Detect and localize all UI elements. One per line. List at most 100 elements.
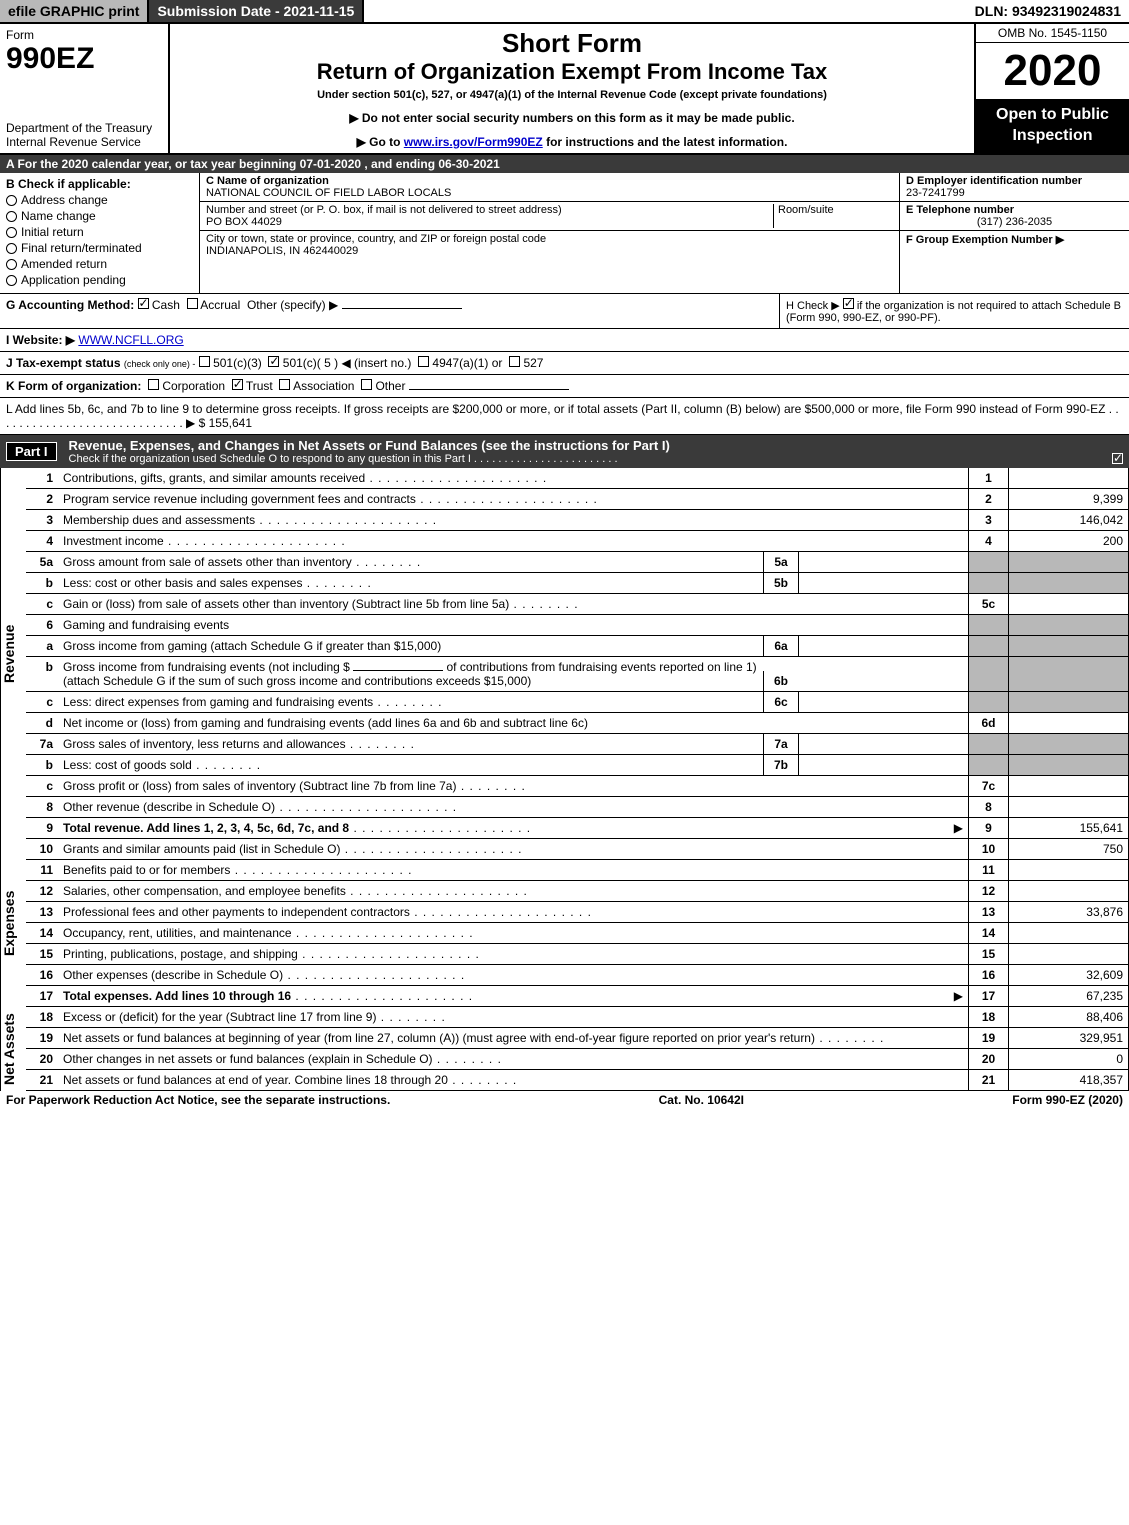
checkbox-address-change[interactable]: Address change — [6, 193, 193, 207]
irs-link[interactable]: www.irs.gov/Form990EZ — [404, 135, 543, 149]
title-main: Return of Organization Exempt From Incom… — [178, 59, 966, 85]
checkbox-final-return[interactable]: Final return/terminated — [6, 241, 193, 255]
phone-value: (317) 236-2035 — [906, 216, 1123, 228]
submission-date: Submission Date - 2021-11-15 — [147, 0, 364, 22]
website-link[interactable]: WWW.NCFLL.ORG — [78, 333, 183, 347]
expenses-table: 10Grants and similar amounts paid (list … — [26, 839, 1129, 1007]
part-i-check-text: Check if the organization used Schedule … — [69, 453, 618, 465]
website-label: I Website: ▶ — [6, 333, 75, 347]
ssn-warning: ▶ Do not enter social security numbers o… — [178, 111, 966, 125]
tax-year: 2020 — [976, 43, 1129, 99]
checkbox-corporation[interactable] — [148, 379, 159, 390]
instr-pre: ▶ Go to — [357, 135, 404, 149]
title-short-form: Short Form — [178, 28, 966, 59]
form-number: 990EZ — [6, 42, 162, 76]
line-5b: bLess: cost or other basis and sales exp… — [26, 573, 1129, 594]
city-label: City or town, state or province, country… — [206, 233, 893, 245]
line-6b: bGross income from fundraising events (n… — [26, 657, 1129, 692]
box-b-title: B Check if applicable: — [6, 177, 193, 191]
line-6a: aGross income from gaming (attach Schedu… — [26, 636, 1129, 657]
line-16: 16Other expenses (describe in Schedule O… — [26, 965, 1129, 986]
line-5c: cGain or (loss) from sale of assets othe… — [26, 594, 1129, 615]
box-c: C Name of organization NATIONAL COUNCIL … — [200, 173, 899, 293]
checkbox-cash[interactable] — [138, 298, 149, 309]
part-i-label: Part I — [6, 442, 57, 461]
box-e: E Telephone number (317) 236-2035 — [900, 202, 1129, 231]
subtitle: Under section 501(c), 527, or 4947(a)(1)… — [178, 89, 966, 101]
city-value: INDIANAPOLIS, IN 462440029 — [206, 245, 893, 257]
net-assets-table: 18Excess or (deficit) for the year (Subt… — [26, 1007, 1129, 1091]
checkbox-accrual[interactable] — [187, 298, 198, 309]
checkbox-name-change[interactable]: Name change — [6, 209, 193, 223]
line-1: 1Contributions, gifts, grants, and simil… — [26, 468, 1129, 489]
ein-value: 23-7241799 — [906, 187, 1123, 199]
box-d: D Employer identification number 23-7241… — [900, 173, 1129, 202]
phone-label: E Telephone number — [906, 204, 1123, 216]
open-public-inspection: Open to Public Inspection — [976, 99, 1129, 153]
revenue-label: Revenue — [0, 468, 26, 839]
checkbox-application-pending[interactable]: Application pending — [6, 273, 193, 287]
catalog-number: Cat. No. 10642I — [659, 1093, 744, 1107]
gross-receipts-value: 155,641 — [209, 416, 252, 430]
part-i-header: Part I Revenue, Expenses, and Changes in… — [0, 435, 1129, 468]
checkbox-501c[interactable] — [268, 356, 279, 367]
line-15: 15Printing, publications, postage, and s… — [26, 944, 1129, 965]
revenue-section: Revenue 1Contributions, gifts, grants, a… — [0, 468, 1129, 839]
addr-value: PO BOX 44029 — [206, 216, 773, 228]
checkbox-initial-return[interactable]: Initial return — [6, 225, 193, 239]
row-i: I Website: ▶ WWW.NCFLL.ORG — [0, 329, 1129, 352]
omb-number: OMB No. 1545-1150 — [976, 24, 1129, 43]
top-bar: efile GRAPHIC print Submission Date - 20… — [0, 0, 1129, 24]
line-4: 4Investment income4200 — [26, 531, 1129, 552]
room-suite-label: Room/suite — [773, 204, 893, 228]
net-assets-label: Net Assets — [0, 1007, 26, 1091]
form-header: Form 990EZ Department of the Treasury In… — [0, 24, 1129, 155]
org-name: NATIONAL COUNCIL OF FIELD LABOR LOCALS — [206, 187, 893, 199]
dln: DLN: 93492319024831 — [967, 0, 1129, 22]
box-c-label: C Name of organization — [206, 175, 893, 187]
irs-label: Internal Revenue Service — [6, 135, 162, 149]
paperwork-notice: For Paperwork Reduction Act Notice, see … — [6, 1093, 390, 1107]
row-g-h: G Accounting Method: Cash Accrual Other … — [0, 294, 1129, 329]
row-l: L Add lines 5b, 6c, and 7b to line 9 to … — [0, 398, 1129, 435]
line-10: 10Grants and similar amounts paid (list … — [26, 839, 1129, 860]
gross-receipts-text: L Add lines 5b, 6c, and 7b to line 9 to … — [6, 402, 1119, 430]
checkbox-527[interactable] — [509, 356, 520, 367]
line-6: 6Gaming and fundraising events — [26, 615, 1129, 636]
arrow-icon: ▶ — [954, 821, 963, 835]
checkbox-501c3[interactable] — [199, 356, 210, 367]
line-6c: cLess: direct expenses from gaming and f… — [26, 692, 1129, 713]
checkbox-schedule-b[interactable] — [843, 298, 854, 309]
footer: For Paperwork Reduction Act Notice, see … — [0, 1091, 1129, 1109]
checkbox-association[interactable] — [279, 379, 290, 390]
line-13: 13Professional fees and other payments t… — [26, 902, 1129, 923]
box-f: F Group Exemption Number ▶ — [900, 231, 1129, 293]
line-7a: 7aGross sales of inventory, less returns… — [26, 734, 1129, 755]
line-6d: dNet income or (loss) from gaming and fu… — [26, 713, 1129, 734]
efile-graphic-label: efile GRAPHIC print — [0, 0, 147, 22]
form-reference: Form 990-EZ (2020) — [1012, 1093, 1123, 1107]
line-11: 11Benefits paid to or for members11 — [26, 860, 1129, 881]
line-17: 17Total expenses. Add lines 10 through 1… — [26, 986, 1129, 1007]
line-5a: 5aGross amount from sale of assets other… — [26, 552, 1129, 573]
expenses-label: Expenses — [0, 839, 26, 1007]
checkbox-4947[interactable] — [418, 356, 429, 367]
line-18: 18Excess or (deficit) for the year (Subt… — [26, 1007, 1129, 1028]
line-9: 9Total revenue. Add lines 1, 2, 3, 4, 5c… — [26, 818, 1129, 839]
line-2: 2Program service revenue including gover… — [26, 489, 1129, 510]
tax-exempt-label: J Tax-exempt status — [6, 356, 121, 370]
line-3: 3Membership dues and assessments3146,042 — [26, 510, 1129, 531]
checkbox-schedule-o-part1[interactable] — [1112, 453, 1123, 464]
line-19: 19Net assets or fund balances at beginni… — [26, 1028, 1129, 1049]
checkbox-trust[interactable] — [232, 379, 243, 390]
line-20: 20Other changes in net assets or fund ba… — [26, 1049, 1129, 1070]
line-7c: cGross profit or (loss) from sales of in… — [26, 776, 1129, 797]
row-k: K Form of organization: Corporation Trus… — [0, 375, 1129, 398]
checkbox-other-org[interactable] — [361, 379, 372, 390]
line-21: 21Net assets or fund balances at end of … — [26, 1070, 1129, 1091]
instr-post: for instructions and the latest informat… — [543, 135, 788, 149]
checkbox-amended-return[interactable]: Amended return — [6, 257, 193, 271]
row-j: J Tax-exempt status (check only one) - 5… — [0, 352, 1129, 375]
addr-label: Number and street (or P. O. box, if mail… — [206, 204, 773, 216]
accounting-label: G Accounting Method: — [6, 298, 134, 312]
